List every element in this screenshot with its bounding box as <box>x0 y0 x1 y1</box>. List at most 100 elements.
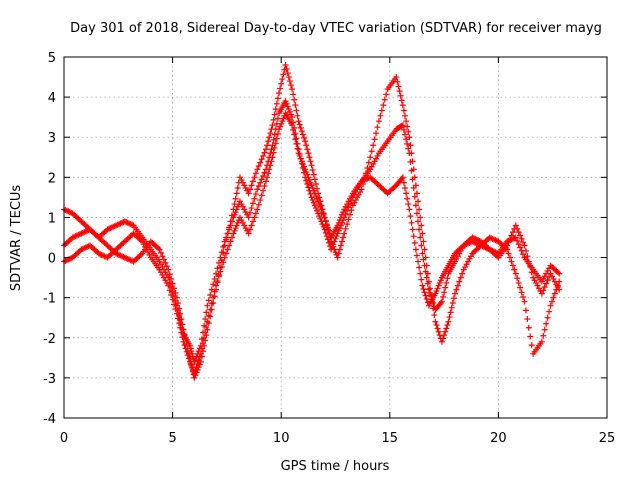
data-point-interp <box>324 236 331 243</box>
data-point-interp <box>424 280 431 287</box>
data-point-interp <box>404 123 411 130</box>
data-point-interp <box>261 169 268 176</box>
data-point-interp <box>168 291 175 298</box>
data-point-interp <box>210 294 217 301</box>
data-point-interp <box>346 211 353 218</box>
data-point-interp <box>303 142 310 149</box>
x-tick-label: 10 <box>273 431 290 446</box>
data-point <box>254 186 261 193</box>
data-point-interp <box>215 273 222 280</box>
data-point-interp <box>405 128 412 135</box>
data-point-interp <box>441 332 448 339</box>
data-point-interp <box>344 221 351 228</box>
data-point <box>432 290 439 297</box>
data-point-interp <box>278 120 285 127</box>
data-point-interp <box>202 329 209 336</box>
data-point-interp <box>223 250 230 257</box>
data-point <box>393 74 400 81</box>
data-point-interp <box>301 163 308 170</box>
data-point-interp <box>333 233 340 240</box>
data-point-interp <box>403 136 410 143</box>
chart-title: Day 301 of 2018, Sidereal Day-to-day VTE… <box>70 21 602 36</box>
plot-frame <box>63 56 608 419</box>
data-point <box>191 370 198 377</box>
data-point-interp <box>323 221 330 228</box>
data-point-interp <box>189 350 196 357</box>
data-point-interp <box>520 251 527 258</box>
data-point-interp <box>195 357 202 364</box>
data-point-interp <box>258 156 265 163</box>
data-point-interp <box>316 213 323 220</box>
data-point <box>230 214 237 221</box>
y-tick-label: -3 <box>43 372 56 387</box>
data-point-interp <box>285 106 292 113</box>
data-point-interp <box>158 249 165 256</box>
data-point-interp <box>509 262 516 269</box>
data-point-interp <box>247 226 254 233</box>
data-point <box>262 146 269 153</box>
data-point-interp <box>310 187 317 194</box>
data-point-interp <box>290 91 297 98</box>
data-point-interp <box>517 244 524 251</box>
data-point-interp <box>168 275 175 282</box>
data-point-interp <box>317 215 324 222</box>
data-point-interp <box>232 209 239 216</box>
data-point-interp <box>261 149 268 156</box>
y-tick-label: 2 <box>48 171 56 186</box>
data-point-interp <box>320 211 327 218</box>
data-point-interp <box>540 332 547 339</box>
data-point-interp <box>398 175 405 182</box>
data-point-interp <box>416 206 423 213</box>
data-point-interp <box>408 219 415 226</box>
data-point-interp <box>217 268 224 275</box>
data-point <box>165 282 172 289</box>
data-point-interp <box>400 126 407 133</box>
data-point-interp <box>176 320 183 327</box>
data-point-interp <box>405 201 412 208</box>
data-point-interp <box>287 111 294 118</box>
data-point <box>213 282 220 289</box>
data-point-interp <box>160 256 167 263</box>
data-point-interp <box>520 239 527 246</box>
data-point-interp <box>304 146 311 153</box>
data-point <box>334 254 341 261</box>
data-point-interp <box>509 229 516 236</box>
data-point <box>419 282 426 289</box>
data-point-interp <box>320 223 327 230</box>
data-point-interp <box>198 345 205 352</box>
data-point <box>375 118 382 125</box>
data-point-interp <box>415 218 422 225</box>
data-point-interp <box>421 262 428 269</box>
data-point-interp <box>433 287 440 294</box>
data-point-interp <box>310 171 317 178</box>
data-point <box>512 234 519 241</box>
data-point-interp <box>417 214 424 221</box>
data-point-interp <box>284 103 291 110</box>
data-point <box>438 338 445 345</box>
data-point-interp <box>413 190 420 197</box>
data-point-interp <box>307 158 314 165</box>
data-point-interp <box>433 322 440 329</box>
data-point-interp <box>292 136 299 143</box>
data-point-interp <box>283 66 290 73</box>
data-point-interp <box>417 234 424 241</box>
data-point-interp <box>233 222 240 229</box>
data-point-interp <box>505 250 512 257</box>
data-point-interp <box>178 316 185 323</box>
data-point-interp <box>232 225 239 232</box>
data-point-interp <box>292 130 299 137</box>
data-point-interp <box>224 230 231 237</box>
data-point-interp <box>185 355 192 362</box>
data-point-interp <box>249 200 256 207</box>
data-point-interp <box>426 289 433 296</box>
data-point <box>269 122 276 129</box>
data-point-interp <box>307 179 314 186</box>
data-point-interp <box>336 246 343 253</box>
data-point-interp <box>318 206 325 213</box>
y-tick-label: 1 <box>48 211 56 226</box>
data-point-interp <box>508 258 515 265</box>
data-point-interp <box>395 83 402 90</box>
data-point <box>254 206 261 213</box>
data-point-interp <box>248 205 255 212</box>
